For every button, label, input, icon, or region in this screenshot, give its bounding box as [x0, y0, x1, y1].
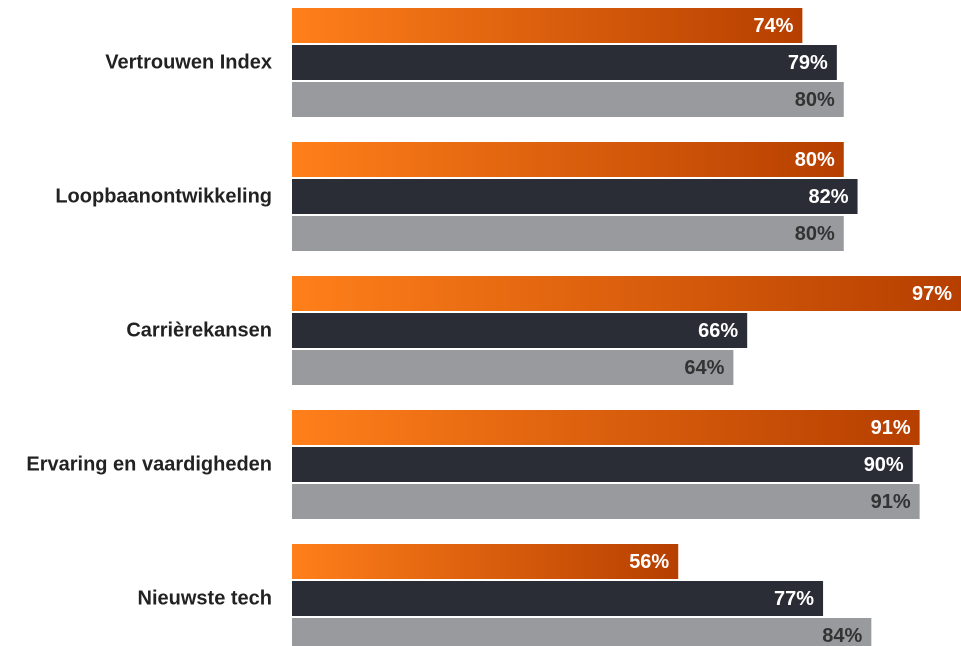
value-label: 80% [795, 89, 835, 111]
value-label: 82% [809, 186, 849, 208]
bar [292, 179, 858, 214]
value-label: 56% [629, 551, 669, 573]
bar [292, 447, 913, 482]
bar [292, 8, 803, 43]
value-label: 91% [871, 417, 911, 439]
value-label: 80% [795, 149, 835, 171]
bar [292, 82, 844, 117]
bar [292, 484, 920, 519]
bar [292, 142, 844, 177]
value-label: 77% [774, 588, 814, 610]
bar [292, 618, 872, 646]
value-label: 90% [864, 454, 904, 476]
value-label: 91% [871, 491, 911, 513]
bar [292, 313, 748, 348]
category-label: Ervaring en vaardigheden [26, 453, 272, 475]
category-label: Carrièrekansen [126, 319, 272, 341]
bar [292, 276, 961, 311]
bar [292, 410, 920, 445]
bar [292, 216, 844, 251]
category-label: Loopbaanontwikkeling [55, 185, 272, 207]
bar [292, 350, 734, 385]
value-label: 64% [684, 357, 724, 379]
value-label: 79% [788, 52, 828, 74]
value-label: 84% [822, 625, 862, 646]
bar [292, 45, 837, 80]
value-label: 66% [698, 320, 738, 342]
value-label: 74% [753, 15, 793, 37]
value-label: 80% [795, 223, 835, 245]
bar [292, 581, 824, 616]
category-label: Nieuwste tech [137, 587, 272, 609]
category-label: Vertrouwen Index [105, 51, 272, 73]
bar [292, 544, 679, 579]
value-label: 97% [912, 283, 952, 305]
